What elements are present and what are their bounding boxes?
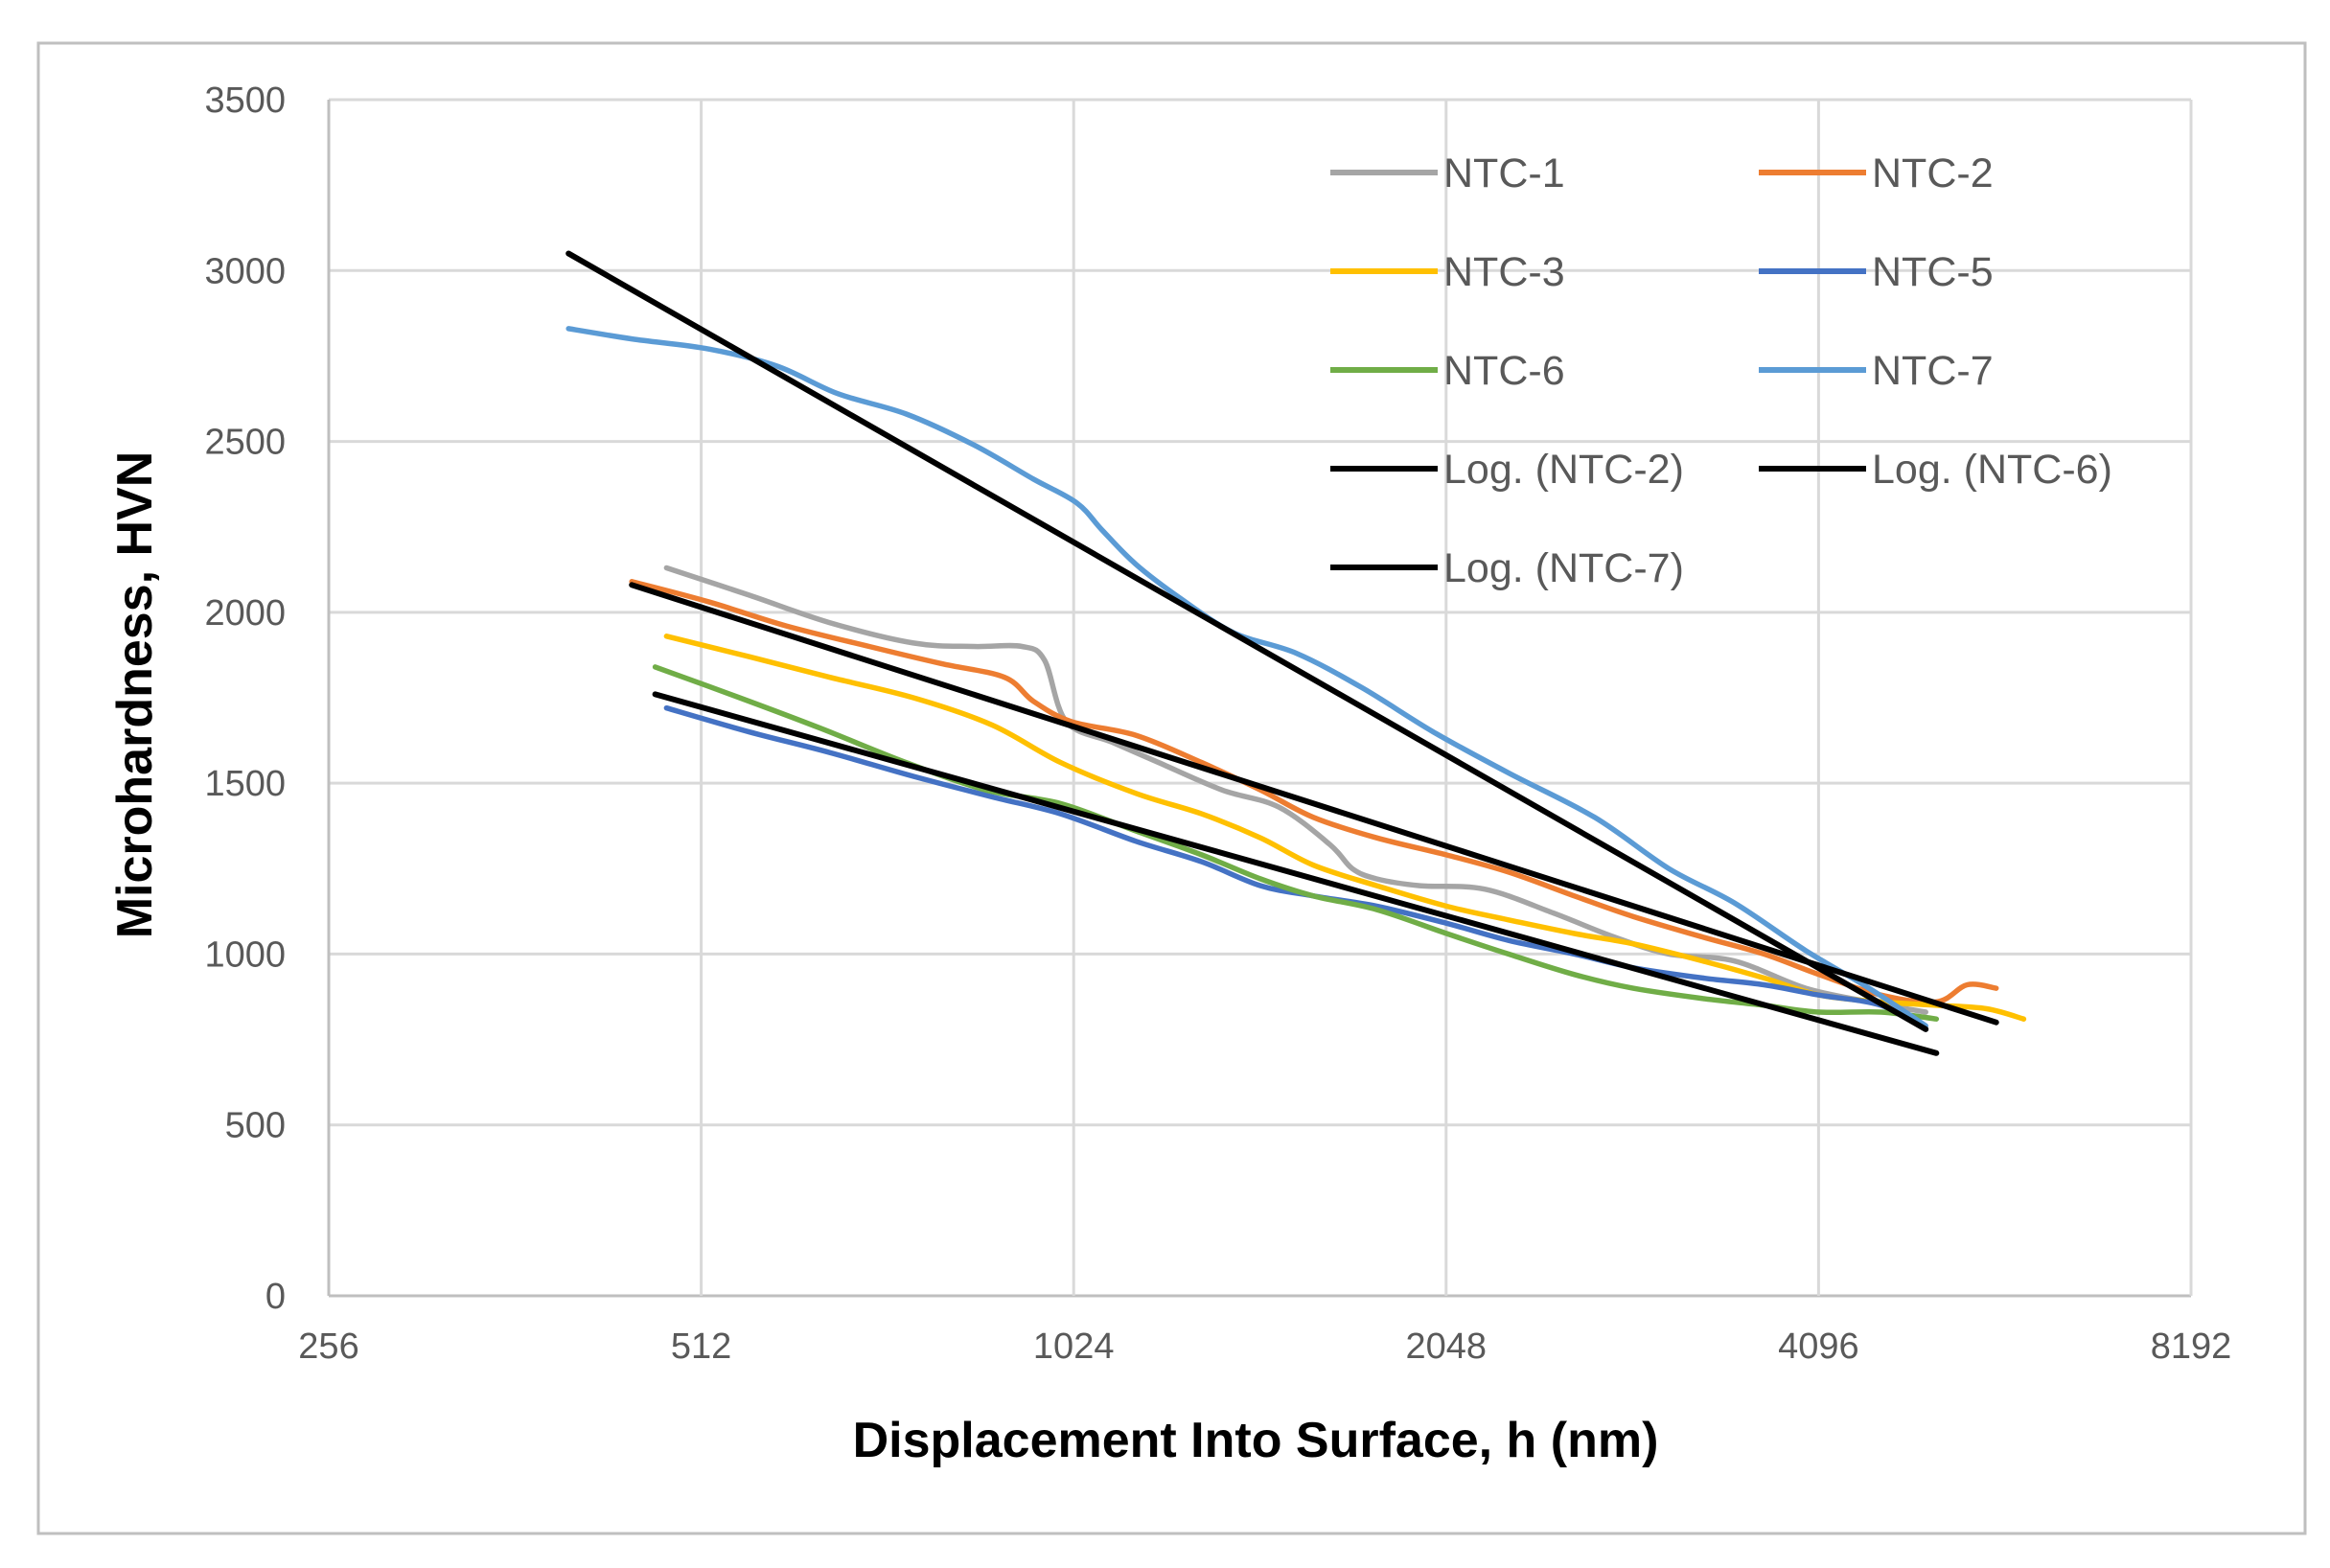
y-tick-label: 3500 bbox=[204, 81, 286, 121]
legend-label-ntc-7: NTC-7 bbox=[1872, 348, 1994, 394]
legend-label-ntc-2: NTC-2 bbox=[1872, 150, 1994, 196]
y-tick-label: 2500 bbox=[204, 423, 286, 463]
x-tick-label: 2048 bbox=[1406, 1326, 1488, 1367]
legend: NTC-1 NTC-2 NTC-3 NTC-5 NTC-6 NTC-7 Log. (NTC-… bbox=[1330, 150, 2112, 591]
y-tick-label: 0 bbox=[265, 1277, 286, 1317]
y-tick-label: 1000 bbox=[204, 934, 286, 975]
legend-label-ntc-6: NTC-6 bbox=[1443, 348, 1565, 394]
series-line-log-ntc-6 bbox=[652, 691, 1940, 1056]
tick-labels: 0 500 1000 1500 2000 2500 3000 3500 256 512 1024 20… bbox=[204, 81, 2231, 1367]
legend-label-log-ntc-7: Log. (NTC-7) bbox=[1443, 545, 1684, 591]
x-tick-label: 4096 bbox=[1778, 1326, 1859, 1367]
y-tick-label: 3000 bbox=[204, 251, 286, 291]
series-line-log-ntc-2 bbox=[629, 582, 1999, 1026]
x-tick-label: 256 bbox=[298, 1326, 358, 1367]
series-line-ntc-2 bbox=[629, 579, 1999, 1005]
legend-label-log-ntc-2: Log. (NTC-2) bbox=[1443, 447, 1684, 493]
y-tick-label: 2000 bbox=[204, 593, 286, 634]
x-tick-label: 1024 bbox=[1033, 1326, 1115, 1367]
gridlines bbox=[327, 98, 2193, 1298]
series-line-log-ntc-7 bbox=[565, 250, 1929, 1032]
series-lines bbox=[565, 250, 2027, 1056]
chart-border bbox=[36, 41, 2307, 1535]
x-axis-title: Displacement Into Surface, h (nm) bbox=[853, 1413, 1659, 1468]
legend-label-log-ntc-6: Log. (NTC-6) bbox=[1872, 447, 2112, 493]
legend-label-ntc-3: NTC-3 bbox=[1443, 249, 1565, 295]
y-axis-title: Microhardness, HVN bbox=[107, 451, 163, 939]
x-tick-label: 8192 bbox=[2151, 1326, 2232, 1367]
legend-label-ntc-1: NTC-1 bbox=[1443, 150, 1565, 196]
x-tick-label: 512 bbox=[671, 1326, 731, 1367]
y-tick-label: 500 bbox=[225, 1106, 286, 1146]
legend-label-ntc-5: NTC-5 bbox=[1872, 249, 1994, 295]
y-tick-label: 1500 bbox=[204, 764, 286, 804]
